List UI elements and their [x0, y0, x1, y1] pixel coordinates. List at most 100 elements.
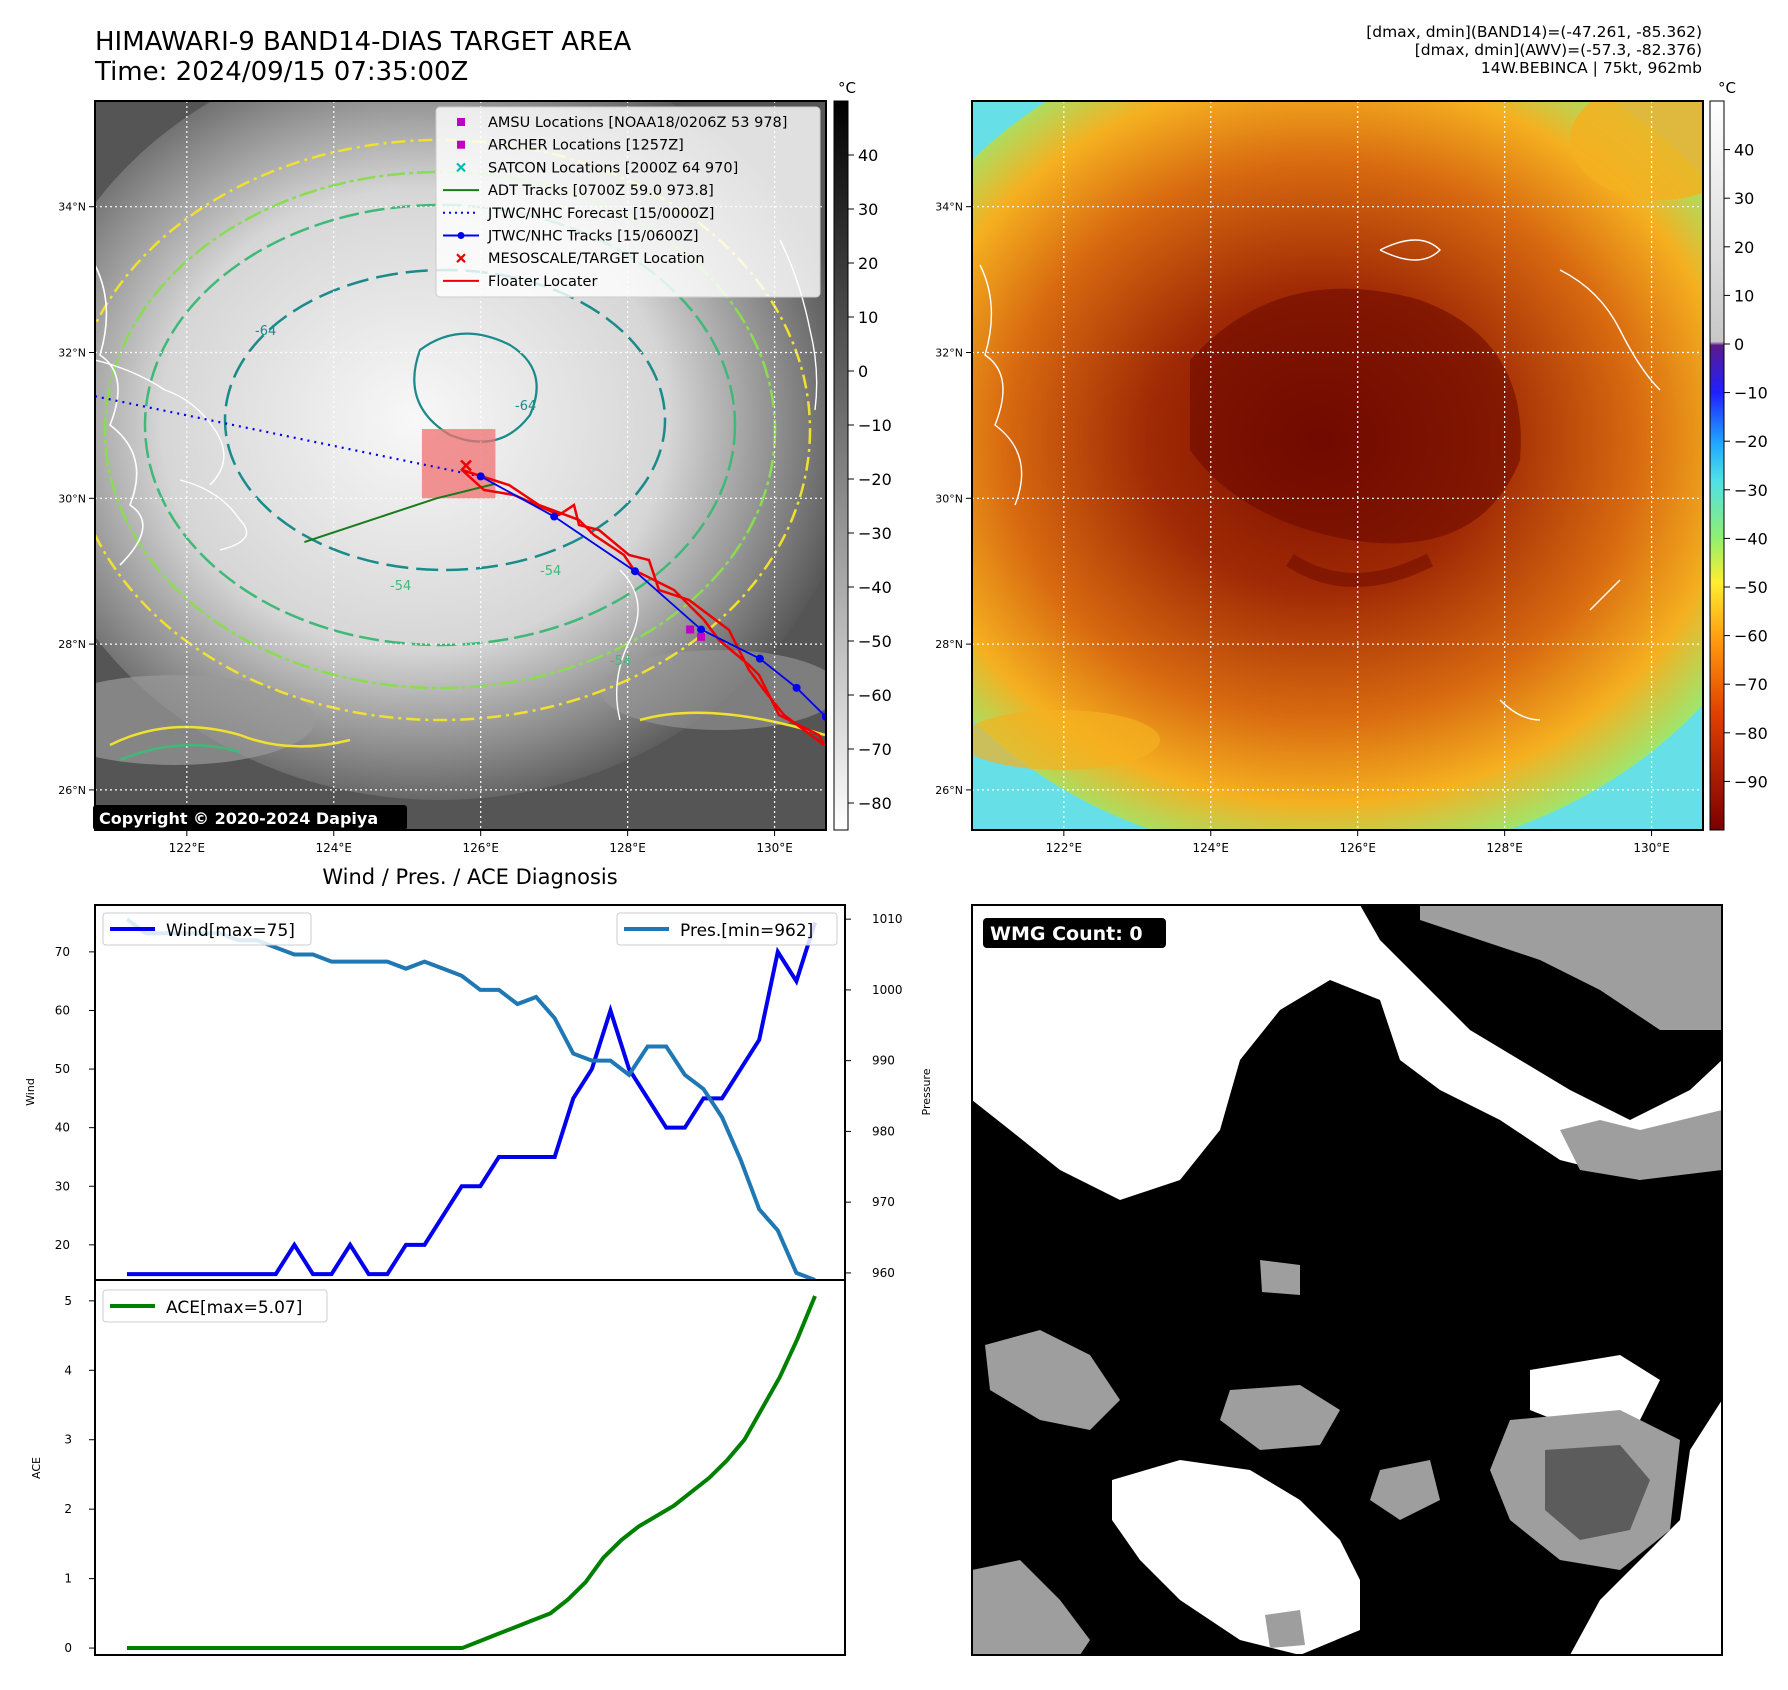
wind-tick-label: 30 — [55, 1179, 70, 1193]
wind-tick-label: 20 — [55, 1238, 70, 1252]
wmg-dark-core — [1545, 1445, 1650, 1540]
ace-tick-label: 3 — [64, 1433, 72, 1447]
colorbar-tick-label: −70 — [1734, 675, 1768, 694]
jtwc-track-point — [476, 472, 485, 481]
wmg-count-label: WMG Count: 0 — [990, 923, 1143, 945]
jtwc-track-points — [476, 472, 826, 722]
colorbar-tick-label: −80 — [1734, 724, 1768, 743]
colorbar-tick-label: 10 — [1734, 286, 1754, 305]
colorbar-tick-label: −10 — [858, 416, 892, 435]
awv-colorbar-unit: °C — [1718, 79, 1736, 97]
figure-time: Time: 2024/09/15 07:35:00Z — [95, 57, 469, 87]
legend-label: Floater Locater — [488, 274, 597, 290]
awv-lon-label: 122°E — [1046, 841, 1083, 855]
colorbar-tick-label: 30 — [858, 200, 878, 219]
colorbar-tick-label: −50 — [1734, 578, 1768, 597]
awv-map-axis-labels: 122°E 124°E 126°E 128°E 130°E 34°N 32°N 30°N 28°… — [935, 201, 1670, 855]
ace-legend-label: ACE[max=5.07] — [166, 1298, 302, 1318]
amsu-points — [686, 625, 706, 641]
jtwc-track-point — [697, 625, 706, 634]
figure-title: HIMAWARI-9 BAND14-DIAS TARGET AREA — [95, 27, 632, 57]
ace-series-line — [127, 1295, 817, 1651]
adt-track — [304, 482, 496, 543]
storm-info: 14W.BEBINCA | 75kt, 962mb — [1480, 59, 1702, 77]
contour-label: -54 — [610, 654, 631, 669]
ir-colorbar: °C 40 30 20 10 0 −10 −20 −30 −40 −50 −60 −70 −80 — [833, 79, 892, 831]
ace-axis-label: ACE — [30, 1457, 43, 1479]
wind-tick-label: 70 — [55, 945, 70, 959]
awv-lon-label: 128°E — [1486, 841, 1523, 855]
pressure-legend-label: Pres.[min=962] — [680, 921, 813, 941]
awv-lat-label: 28°N — [935, 638, 963, 651]
contour-label: -54 — [390, 579, 411, 594]
pressure-axis-label: Pressure — [920, 1068, 933, 1115]
ir-map-frame — [94, 100, 827, 831]
legend-label: AMSU Locations [NOAA18/0206Z 53 978] — [488, 115, 787, 131]
colorbar-tick-label: 20 — [858, 254, 878, 273]
awv-lat-label: 32°N — [935, 347, 963, 360]
diag-title: Wind / Pres. / ACE Diagnosis — [322, 865, 617, 889]
colorbar-tick-label: −70 — [858, 740, 892, 759]
colorbar-tick-label: −60 — [1734, 627, 1768, 646]
awv-map-gridlines — [972, 101, 1703, 830]
awv-map-frame — [971, 100, 1704, 831]
target-box — [421, 429, 496, 499]
copyright-text: Copyright © 2020-2024 Dapiya — [99, 809, 378, 828]
ir-colorbar-unit: °C — [838, 79, 856, 97]
colorbar-tick-label: 10 — [858, 308, 878, 327]
ir-colorbar-scale — [833, 100, 849, 831]
ir-lat-label: 28°N — [58, 638, 86, 651]
ace-tick-label: 5 — [64, 1294, 72, 1308]
colorbar-tick-label: −30 — [858, 524, 892, 543]
contour-label: -64 — [255, 324, 276, 339]
awv-lat-label: 34°N — [935, 201, 963, 214]
legend-item: ADT Tracks [0700Z 59.0 973.8] — [443, 183, 714, 199]
legend-item: AMSU Locations [NOAA18/0206Z 53 978] — [457, 115, 787, 131]
wmg-panel: WMG Count: 0 — [971, 904, 1723, 1656]
legend-label: ARCHER Locations [1257Z] — [488, 138, 684, 154]
awv-lon-label: 126°E — [1339, 841, 1376, 855]
wmg-white-region-south — [1112, 1460, 1360, 1655]
ir-lat-label: 32°N — [58, 347, 86, 360]
pressure-legend-box — [616, 912, 838, 946]
colorbar-tick-label: −40 — [858, 578, 892, 597]
legend-label: JTWC/NHC Forecast [15/0000Z] — [487, 206, 714, 222]
awv-lon-label: 124°E — [1193, 841, 1230, 855]
amsu-point — [686, 625, 695, 634]
ir-lon-label: 130°E — [756, 841, 793, 855]
legend-item: JTWC/NHC Forecast [15/0000Z] — [443, 206, 714, 222]
wind-legend-box — [102, 912, 312, 946]
jtwc-track-point — [630, 567, 639, 576]
legend-box — [435, 106, 821, 298]
legend-item: SATCON Locations [2000Z 64 970] — [456, 160, 738, 176]
colorbar-tick-label: 40 — [858, 146, 878, 165]
legend-label: SATCON Locations [2000Z 64 970] — [488, 160, 738, 176]
legend-item: Floater Locater — [443, 274, 597, 290]
ace-chart: 0 1 2 3 4 5 ACE ACE[max=5.07] — [30, 1279, 846, 1656]
wmg-white-region-north — [972, 905, 1722, 1200]
wmg-gray-region-ne — [1420, 905, 1722, 1030]
legend-label: ADT Tracks [0700Z 59.0 973.8] — [488, 183, 714, 199]
awv-colorbar-scale — [1709, 100, 1725, 831]
awv-map-panel: 122°E 124°E 126°E 128°E 130°E 34°N 32°N 30°N 28°… — [935, 100, 1704, 855]
pressure-tick-label: 980 — [872, 1124, 895, 1138]
pressure-tick-label: 990 — [872, 1054, 895, 1068]
ace-tick-label: 4 — [64, 1363, 72, 1377]
wind-tick-label: 40 — [55, 1121, 70, 1135]
colorbar-tick-label: 40 — [1734, 141, 1754, 160]
colorbar-tick-label: −60 — [858, 686, 892, 705]
ir-lon-label: 128°E — [609, 841, 646, 855]
wind-series-line — [127, 921, 817, 1277]
awv-lon-label: 130°E — [1633, 841, 1670, 855]
wmg-frame — [971, 904, 1723, 1656]
colorbar-tick-label: −20 — [1734, 432, 1768, 451]
colorbar-tick-label: −30 — [1734, 481, 1768, 500]
awv-colorbar: °C 40 30 20 10 0 −10 −20 −30 −40 −50 −60 −70 −80 −90 — [1709, 79, 1768, 831]
ir-lat-label: 34°N — [58, 201, 86, 214]
legend-marker — [457, 140, 465, 149]
ace-tick-label: 1 — [64, 1572, 72, 1586]
jtwc-forecast-track — [95, 395, 481, 478]
wind-tick-label: 50 — [55, 1062, 70, 1076]
colorbar-tick-label: 0 — [1734, 335, 1744, 354]
ir-lon-label: 126°E — [462, 841, 499, 855]
